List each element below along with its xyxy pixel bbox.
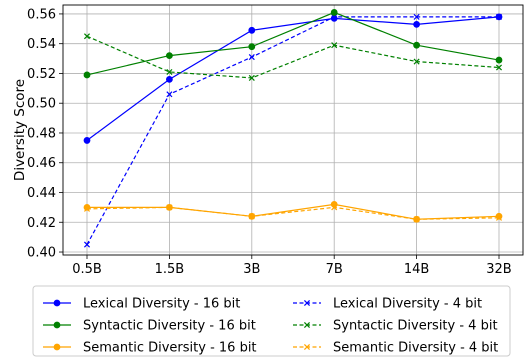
marker-stroke [248,74,255,81]
data-point [413,58,420,65]
data-point [166,204,173,211]
legend-marker [53,321,61,329]
legend-item: Syntactic Diversity - 16 bit [43,319,256,334]
plot-series [83,9,503,248]
data-point [83,241,91,248]
y-tick-label: 0.56 [27,7,56,22]
marker-stroke [166,91,173,98]
x-tick-label: 1.5B [155,262,185,277]
legend-label: Syntactic Diversity - 4 bit [333,319,498,334]
series-syntactic-diversity-16-bit [83,9,503,79]
legend-label: Syntactic Diversity - 16 bit [83,319,256,334]
data-point [165,76,173,83]
data-point [495,64,503,71]
legend-marker [303,321,311,329]
data-point [331,42,338,49]
data-point [83,205,91,212]
data-point [166,91,173,98]
marker-stroke [166,68,173,75]
legend-item: Lexical Diversity - 16 bit [43,297,240,312]
legend-item: Syntactic Diversity - 4 bit [293,319,498,334]
legend-item: Semantic Diversity - 16 bit [43,341,257,356]
data-point [165,52,173,59]
data-point [413,41,421,49]
marker-stroke [303,343,311,351]
y-tick-label: 0.52 [27,67,56,82]
legend-marker [303,299,311,307]
data-point [248,26,256,34]
marker-stroke [83,33,91,40]
series-line [86,35,500,79]
data-point [166,68,173,75]
axes: 0.40 0.42 0.44 0.46 0.48 0.50 0.52 0.54 0.56 0.5B… [27,4,524,277]
legend-label: Lexical Diversity - 16 bit [83,297,240,312]
plot-frame [62,4,524,256]
y-tick-label: 0.54 [27,37,56,52]
legend-frame [32,285,511,357]
marker-stroke [303,299,311,307]
data-point [330,201,338,208]
series-line [87,203,500,220]
series-line [86,206,500,220]
marker-stroke [331,42,338,49]
legend-label: Semantic Diversity - 16 bit [83,341,257,356]
marker-stroke [495,13,503,20]
marker-stroke [248,54,255,61]
legend-item: Semantic Diversity - 4 bit [293,341,498,356]
marker-stroke [413,216,420,223]
marker-stroke [83,241,91,248]
marker-stroke [495,64,503,71]
legend-label: Semantic Diversity - 4 bit [333,341,498,356]
marker-stroke [331,204,338,211]
marker-stroke [303,321,311,329]
x-tick-label: 3B [243,262,260,277]
data-point [248,54,255,61]
y-tick-label: 0.50 [27,97,56,112]
marker-stroke [413,58,420,65]
data-point [248,74,255,81]
data-point [413,20,421,28]
series-semantic-diversity-4-bit [83,204,503,223]
series-syntactic-diversity-4-bit [83,33,503,81]
legend-label: Lexical Diversity - 4 bit [333,297,482,312]
legend-marker [303,343,311,351]
x-tick-label: 7B [326,262,343,277]
series-lexical-diversity-4-bit [83,13,503,248]
series-line [86,16,500,141]
x-tick-label: 32B [486,262,511,277]
marker-stroke [248,213,255,220]
y-tick-label: 0.44 [27,186,56,201]
y-tick-label: 0.48 [27,126,56,141]
data-point [248,43,256,51]
marker-stroke [413,13,420,20]
data-point [83,33,91,40]
legend: Lexical Diversity - 16 bit Syntactic Dive… [32,285,511,357]
data-point [83,71,91,79]
marker-stroke [83,205,91,212]
legend-marker [53,343,61,351]
data-point [413,216,420,223]
y-tick-label: 0.46 [27,156,56,171]
x-tick-label: 0.5B [72,262,102,277]
data-point [495,13,503,20]
marker-stroke [495,214,503,221]
data-point [248,213,255,220]
y-tick-label: 0.42 [27,216,56,231]
series-lexical-diversity-16-bit [83,13,503,144]
y-axis-label: Diversity Score [12,79,28,181]
data-point [330,9,338,16]
data-point [495,214,503,221]
marker-stroke [166,204,173,211]
legend-marker [53,299,61,307]
data-point [413,13,420,20]
series-line [86,16,499,245]
data-point [331,204,338,211]
y-tick-label: 0.40 [27,246,56,261]
data-point [495,56,503,64]
series-line [86,11,500,76]
data-point [83,137,91,144]
legend-item: Lexical Diversity - 4 bit [293,297,482,312]
x-tick-label: 14B [404,262,429,277]
